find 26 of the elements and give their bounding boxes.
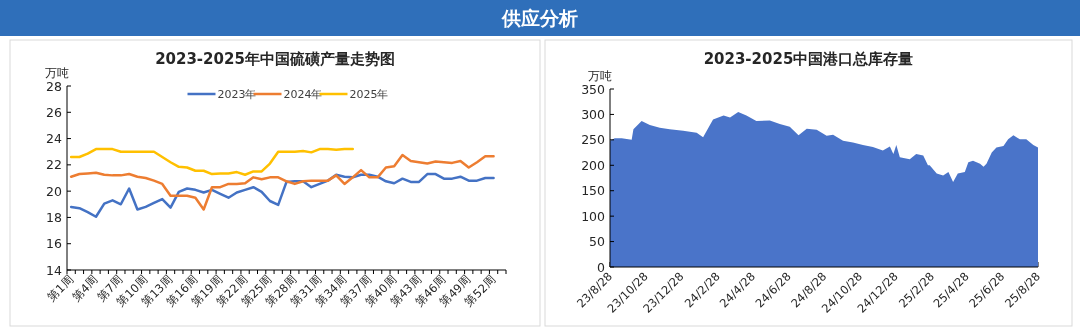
y-tick-label: 200 [581, 157, 606, 173]
y-tick-label: 250 [581, 132, 606, 148]
chart-title: 2023-2025中国港口总库存量 [703, 50, 914, 68]
y-tick-label: 14 [46, 262, 63, 278]
legend-label: 2025年 [349, 88, 389, 101]
y-tick-label: 20 [46, 183, 63, 199]
text: 供应分析 [501, 7, 578, 29]
y-axis-title: 万吨 [588, 69, 612, 83]
legend-label: 2023年 [217, 88, 257, 101]
y-axis-title: 万吨 [45, 66, 69, 80]
line-series [69, 153, 495, 211]
line-series [69, 172, 495, 219]
line-series [69, 147, 355, 176]
y-tick-label: 50 [589, 234, 606, 250]
legend-label: 2024年 [283, 88, 323, 101]
y-tick-label: 18 [46, 209, 63, 225]
y-tick-label: 300 [581, 106, 606, 122]
chart-title: 2023-2025年中国硫磺产量走势图 [155, 50, 395, 68]
y-tick-label: 150 [581, 183, 606, 199]
y-tick-label: 28 [46, 78, 63, 94]
y-tick-label: 26 [46, 104, 63, 120]
y-tick-label: 16 [46, 236, 63, 252]
y-tick-label: 350 [581, 81, 606, 97]
y-tick-label: 22 [46, 157, 62, 173]
y-tick-label: 24 [46, 131, 63, 147]
y-tick-label: 100 [581, 208, 606, 224]
